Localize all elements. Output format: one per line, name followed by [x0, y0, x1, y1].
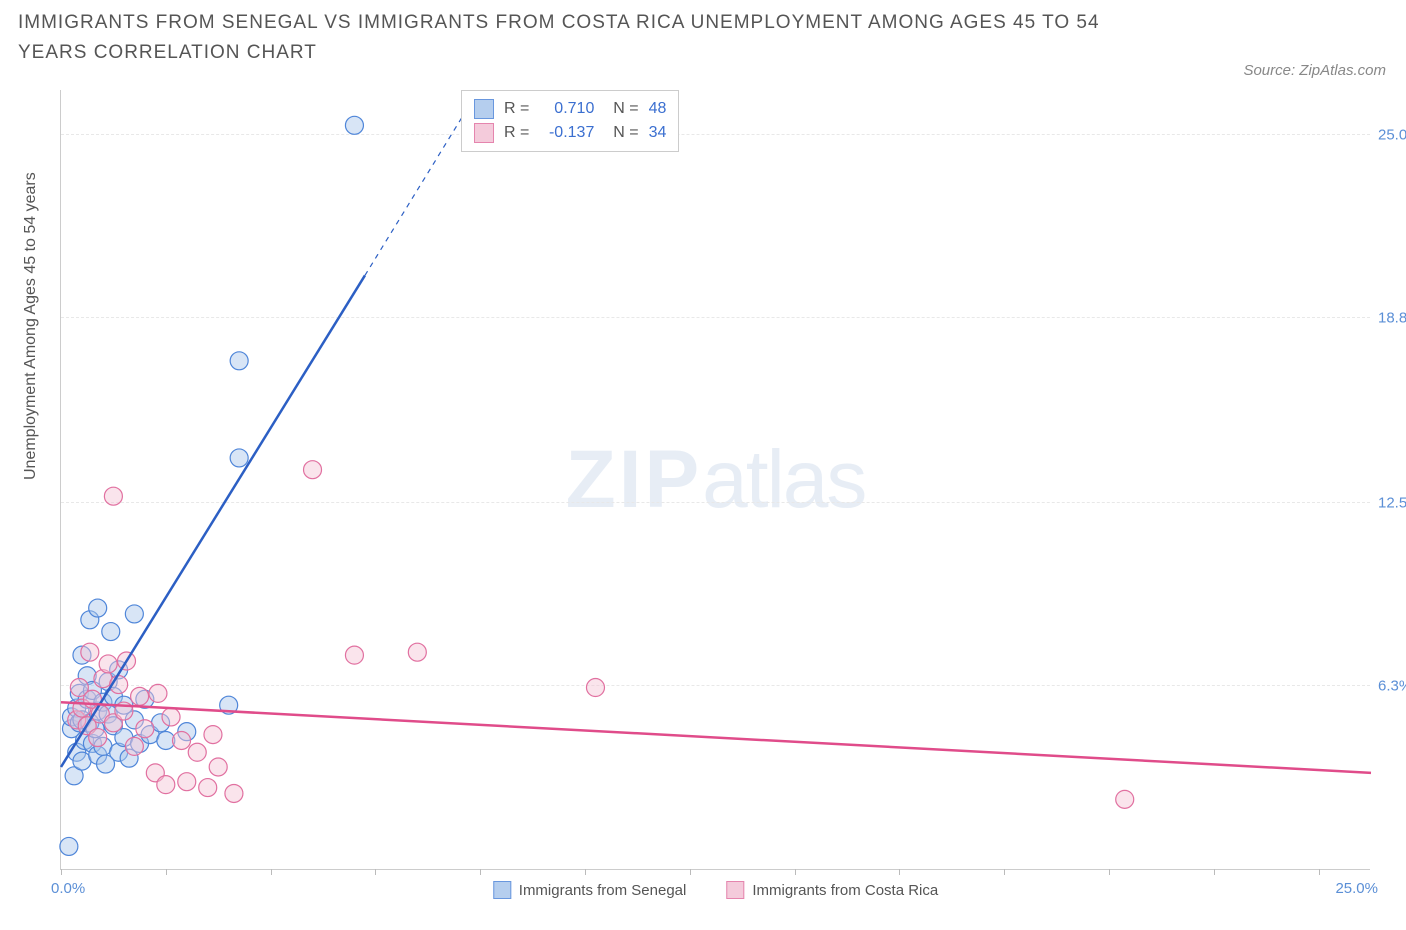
scatter-point: [131, 687, 149, 705]
trend-line-extension: [365, 105, 470, 276]
scatter-point: [136, 720, 154, 738]
correlation-box: R = 0.710 N = 48 R = -0.137 N = 34: [461, 90, 679, 152]
legend-bottom: Immigrants from Senegal Immigrants from …: [493, 881, 938, 899]
scatter-point: [162, 708, 180, 726]
corr-n-costarica: 34: [649, 124, 667, 142]
x-tick: [690, 869, 691, 875]
legend-swatch-costarica: [726, 881, 744, 899]
scatter-point: [230, 352, 248, 370]
chart-title: IMMIGRANTS FROM SENEGAL VS IMMIGRANTS FR…: [18, 8, 1168, 69]
scatter-point: [104, 487, 122, 505]
x-tick: [375, 869, 376, 875]
scatter-point: [345, 646, 363, 664]
x-tick: [166, 869, 167, 875]
corr-r-label: R =: [504, 100, 529, 118]
y-tick-label: 25.0%: [1378, 127, 1406, 144]
scatter-point: [89, 729, 107, 747]
scatter-point: [173, 731, 191, 749]
scatter-point: [304, 461, 322, 479]
x-axis-min-label: 0.0%: [51, 880, 85, 897]
scatter-point: [102, 623, 120, 641]
legend-swatch-senegal: [493, 881, 511, 899]
trend-line: [61, 275, 365, 767]
scatter-point: [81, 643, 99, 661]
corr-r-label: R =: [504, 124, 529, 142]
trend-line: [61, 702, 1371, 773]
x-tick: [1214, 869, 1215, 875]
legend-item-costarica: Immigrants from Costa Rica: [726, 881, 938, 899]
scatter-point: [157, 776, 175, 794]
x-tick: [480, 869, 481, 875]
y-tick-label: 6.3%: [1378, 677, 1406, 694]
corr-swatch-costarica: [474, 123, 494, 143]
scatter-point: [125, 605, 143, 623]
legend-label-senegal: Immigrants from Senegal: [519, 882, 687, 899]
x-tick: [585, 869, 586, 875]
scatter-point: [209, 758, 227, 776]
scatter-point: [204, 726, 222, 744]
scatter-svg: [61, 90, 1370, 869]
x-tick: [1319, 869, 1320, 875]
x-tick: [899, 869, 900, 875]
corr-r-costarica: -0.137: [539, 124, 594, 142]
scatter-point: [60, 837, 78, 855]
scatter-point: [225, 784, 243, 802]
scatter-point: [199, 779, 217, 797]
plot-area: ZIPatlas 6.3%12.5%18.8%25.0% 0.0% 25.0% …: [60, 90, 1370, 870]
corr-r-senegal: 0.710: [539, 100, 594, 118]
x-tick: [61, 869, 62, 875]
scatter-point: [408, 643, 426, 661]
scatter-point: [178, 773, 196, 791]
x-tick: [795, 869, 796, 875]
legend-label-costarica: Immigrants from Costa Rica: [752, 882, 938, 899]
x-tick: [1109, 869, 1110, 875]
corr-swatch-senegal: [474, 99, 494, 119]
scatter-point: [188, 743, 206, 761]
corr-n-senegal: 48: [649, 100, 667, 118]
corr-n-label: N =: [604, 100, 638, 118]
source-credit: Source: ZipAtlas.com: [1243, 62, 1386, 79]
scatter-point: [230, 449, 248, 467]
scatter-point: [149, 684, 167, 702]
y-tick-label: 12.5%: [1378, 495, 1406, 512]
scatter-point: [89, 599, 107, 617]
scatter-point: [1116, 790, 1134, 808]
corr-row-costarica: R = -0.137 N = 34: [474, 121, 666, 145]
x-tick: [271, 869, 272, 875]
x-axis-max-label: 25.0%: [1335, 880, 1378, 897]
scatter-point: [125, 737, 143, 755]
scatter-point: [99, 655, 117, 673]
scatter-point: [345, 116, 363, 134]
x-tick: [1004, 869, 1005, 875]
corr-row-senegal: R = 0.710 N = 48: [474, 97, 666, 121]
y-tick-label: 18.8%: [1378, 309, 1406, 326]
corr-n-label: N =: [604, 124, 638, 142]
scatter-point: [586, 679, 604, 697]
y-axis-label: Unemployment Among Ages 45 to 54 years: [22, 172, 40, 480]
legend-item-senegal: Immigrants from Senegal: [493, 881, 687, 899]
